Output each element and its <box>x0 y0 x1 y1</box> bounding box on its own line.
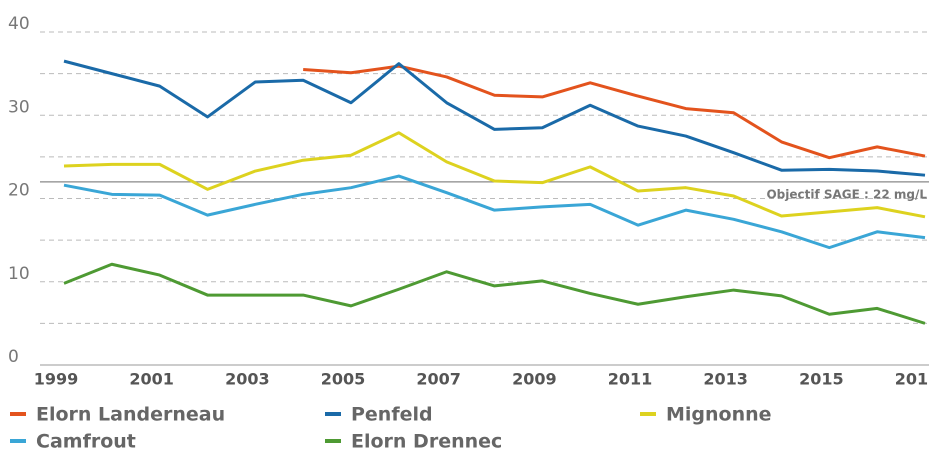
series-line <box>303 64 926 160</box>
x-tick-label: 2009 <box>512 370 557 389</box>
series-line <box>63 174 926 250</box>
series-line <box>63 59 926 177</box>
legend-label: Elorn Drennec <box>351 431 502 453</box>
y-tick-label: 40 <box>8 14 30 34</box>
x-tick-label: 2003 <box>225 370 270 389</box>
y-tick-label: 30 <box>8 97 30 117</box>
y-tick-label: 10 <box>8 264 30 284</box>
reference-label: Objectif SAGE : 22 mg/L <box>766 187 927 201</box>
series-line <box>63 131 926 219</box>
x-tick-label: 1999 <box>34 370 79 389</box>
series-line <box>63 262 926 325</box>
legend-label: Penfeld <box>351 404 433 426</box>
legend-label: Elorn Landerneau <box>36 404 225 426</box>
y-tick-label: 20 <box>8 181 30 201</box>
x-tick-label: 2017 <box>895 370 929 389</box>
y-tick-label: 0 <box>8 347 19 367</box>
x-tick-label: 2001 <box>129 370 174 389</box>
x-tick-label: 2007 <box>416 370 461 389</box>
legend-label: Camfrout <box>36 431 136 453</box>
legend-label: Mignonne <box>666 404 772 426</box>
x-tick-label: 2005 <box>321 370 366 389</box>
x-tick-label: 2015 <box>799 370 844 389</box>
x-tick-label: 2013 <box>703 370 748 389</box>
x-tick-label: 2011 <box>608 370 653 389</box>
